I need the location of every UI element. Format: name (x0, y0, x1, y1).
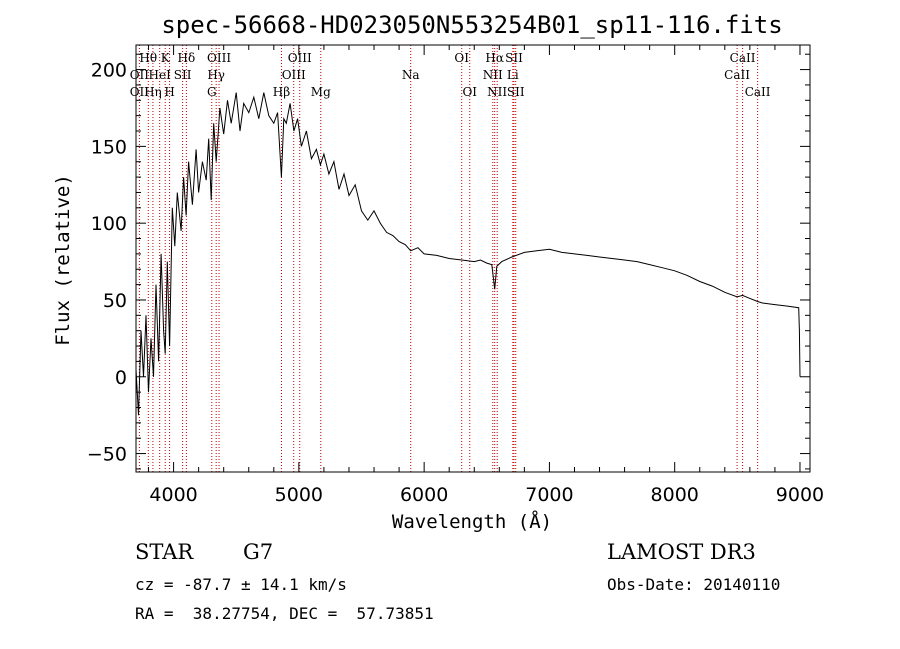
line-label: Hγ (207, 68, 225, 82)
line-label: Hα (485, 51, 504, 65)
y-tick-label: 200 (91, 60, 127, 82)
line-label: CaII (745, 85, 771, 99)
object-subclass: G7 (243, 540, 274, 564)
line-label: SII (505, 51, 523, 65)
x-tick-label: 5000 (275, 484, 323, 506)
redshift-velocity: cz = -87.7 ± 14.1 km/s (135, 575, 347, 594)
line-label: Li (507, 68, 519, 82)
line-label: K (161, 51, 171, 65)
ra-dec-coordinates: RA = 38.27754, DEC = 57.73851 (135, 604, 434, 623)
line-label: G (207, 85, 217, 99)
y-tick-label: 50 (103, 290, 127, 312)
line-label: OII (130, 85, 150, 99)
line-label: Hδ (178, 51, 196, 65)
line-label: OIII (288, 51, 312, 65)
y-tick-label: 0 (115, 367, 127, 389)
line-label: CaII (730, 51, 756, 65)
line-label: OII (130, 68, 150, 82)
line-label: NII (487, 85, 507, 99)
line-label: SII (174, 68, 192, 82)
line-label: OIII (282, 68, 306, 82)
line-label: OI (454, 51, 469, 65)
line-label: Mg (311, 85, 331, 99)
spectral-line-markers (138, 45, 759, 472)
x-tick-label: 4000 (149, 484, 197, 506)
chart-title: spec-56668-HD023050N553254B01_sp11-116.f… (161, 11, 782, 39)
object-class: STAR (135, 540, 194, 564)
line-label: H (164, 85, 174, 99)
line-label: CaII (724, 68, 750, 82)
y-tick-label: 150 (91, 136, 127, 158)
x-tick-label: 7000 (525, 484, 573, 506)
x-axis-label: Wavelength (Å) (392, 510, 552, 533)
x-tick-label: 6000 (400, 484, 448, 506)
x-tick-label: 9000 (776, 484, 824, 506)
flux-series-line (135, 92, 801, 416)
line-label: Na (402, 68, 420, 82)
y-axis-ticks: −50 0 50 100 150 200 (87, 53, 810, 470)
x-axis-ticks: 4000 5000 6000 7000 8000 9000 (148, 45, 824, 506)
line-label: SII (507, 85, 525, 99)
line-label: Hθ (139, 51, 157, 65)
plot-frame (135, 44, 811, 473)
line-label: HeI (149, 68, 172, 82)
survey-name: LAMOST DR3 (607, 540, 756, 564)
x-tick-label: 8000 (651, 484, 699, 506)
line-label: Hη (144, 85, 162, 99)
line-label: OI (462, 85, 477, 99)
line-label: OIII (207, 51, 231, 65)
line-label: NII (483, 68, 503, 82)
line-label: Hβ (273, 85, 290, 99)
y-tick-label: 100 (91, 213, 127, 235)
observation-date: Obs-Date: 20140110 (607, 575, 781, 594)
y-axis-label: Flux (relative) (52, 174, 74, 346)
y-tick-label: −50 (87, 444, 127, 466)
